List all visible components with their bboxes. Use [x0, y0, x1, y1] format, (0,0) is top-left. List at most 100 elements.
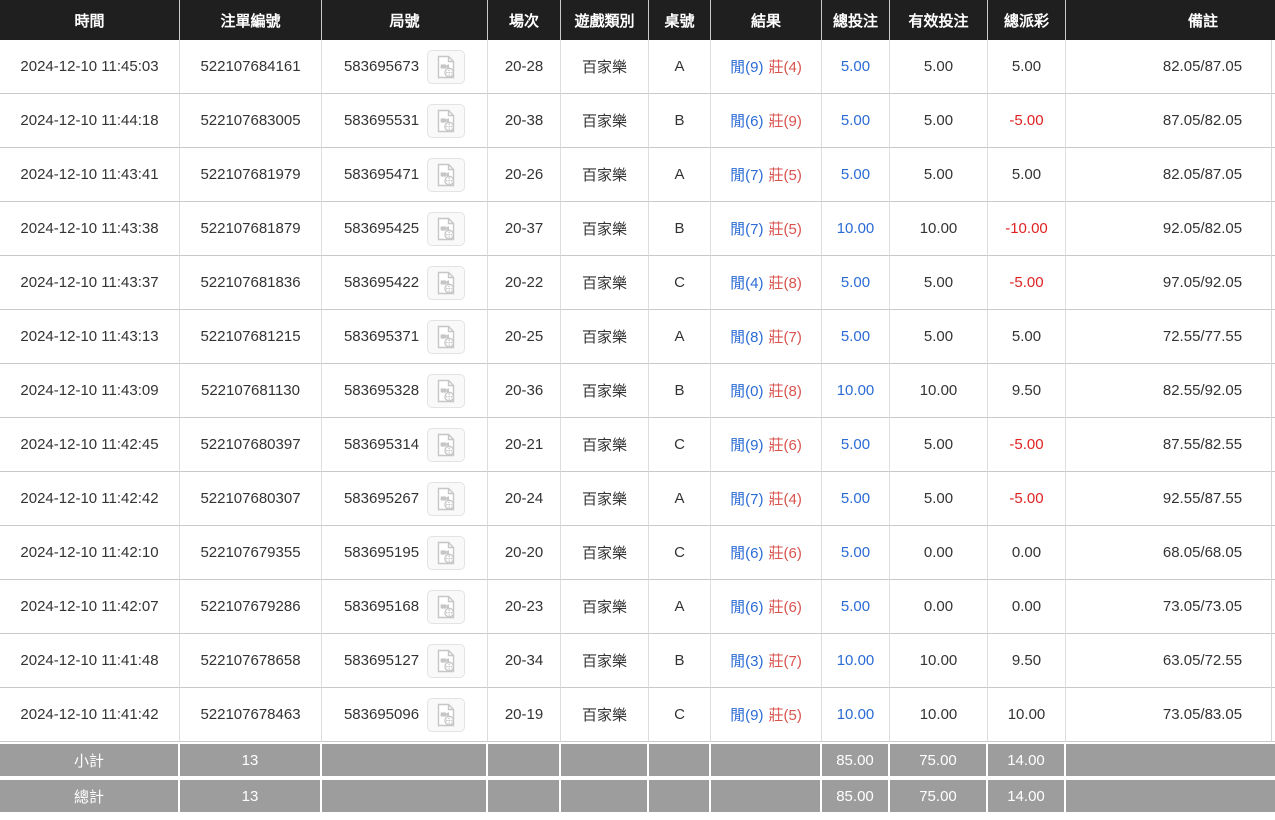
- subtotal-valid-bet: 75.00: [890, 742, 988, 776]
- cell-total-payout: 5.00: [988, 148, 1066, 202]
- banker-result: 莊(6): [768, 437, 802, 454]
- cell-round-number: 583695425: [322, 202, 488, 256]
- cell-game-type: 百家樂: [561, 148, 649, 202]
- subtotal-payout: 14.00: [988, 742, 1066, 776]
- banker-result: 莊(5): [768, 707, 802, 724]
- total-empty-cell: [561, 776, 649, 812]
- bet-record-row: 2024-12-10 11:43:41 522107681979 5836954…: [0, 148, 1275, 202]
- cell-remark: 73.05/73.05: [1066, 580, 1275, 634]
- total-valid-bet: 75.00: [890, 776, 988, 812]
- player-result: 閒(7): [730, 221, 764, 238]
- cell-bet-number: 522107681215: [180, 310, 322, 364]
- bet-record-row: 2024-12-10 11:43:13 522107681215 5836953…: [0, 310, 1275, 364]
- video-replay-icon: [437, 649, 455, 672]
- cell-valid-bet: 5.00: [890, 148, 988, 202]
- cell-table-number: C: [649, 256, 711, 310]
- cell-valid-bet: 10.00: [890, 688, 988, 742]
- cell-bet-number: 522107681879: [180, 202, 322, 256]
- video-replay-icon: [437, 163, 455, 186]
- banker-result: 莊(5): [768, 221, 802, 238]
- cell-time: 2024-12-10 11:44:18: [0, 94, 180, 148]
- cell-table-number: A: [649, 310, 711, 364]
- cell-bet-number: 522107678658: [180, 634, 322, 688]
- round-number-text: 583695425: [343, 220, 420, 237]
- video-replay-button[interactable]: [427, 49, 466, 84]
- col-header-round-number: 局號: [322, 0, 488, 40]
- video-replay-button[interactable]: [427, 265, 466, 300]
- cell-result: 閒(4) 莊(8): [711, 256, 822, 310]
- cell-result: 閒(9) 莊(4): [711, 40, 822, 94]
- cell-game-type: 百家樂: [561, 310, 649, 364]
- video-replay-icon: [437, 487, 455, 510]
- video-replay-button[interactable]: [427, 103, 466, 138]
- total-row: 總計 13 85.00 75.00 14.00: [0, 776, 1275, 812]
- cell-session: 20-28: [488, 40, 561, 94]
- banker-result: 莊(4): [768, 491, 802, 508]
- cell-total-payout: 9.50: [988, 634, 1066, 688]
- video-replay-button[interactable]: [427, 211, 466, 246]
- video-replay-button[interactable]: [427, 481, 466, 516]
- cell-session: 20-36: [488, 364, 561, 418]
- banker-result: 莊(8): [768, 275, 802, 292]
- cell-round-number: 583695371: [322, 310, 488, 364]
- subtotal-empty-cell: [322, 742, 488, 776]
- cell-round-number: 583695328: [322, 364, 488, 418]
- cell-session: 20-38: [488, 94, 561, 148]
- cell-total-bet: 5.00: [822, 472, 890, 526]
- cell-session: 20-34: [488, 634, 561, 688]
- table-footer: 小計 13 85.00 75.00 14.00 總計 13 8: [0, 742, 1275, 812]
- video-replay-button[interactable]: [427, 589, 466, 624]
- video-replay-button[interactable]: [427, 535, 466, 570]
- video-replay-button[interactable]: [427, 157, 466, 192]
- cell-game-type: 百家樂: [561, 688, 649, 742]
- round-number-text: 583695328: [343, 382, 420, 399]
- cell-total-payout: -5.00: [988, 256, 1066, 310]
- cell-bet-number: 522107679355: [180, 526, 322, 580]
- subtotal-row: 小計 13 85.00 75.00 14.00: [0, 742, 1275, 776]
- col-header-session: 場次: [488, 0, 561, 40]
- table-right-edge-divider: [1271, 40, 1272, 742]
- round-number-text: 583695471: [343, 166, 420, 183]
- bet-record-row: 2024-12-10 11:43:37 522107681836 5836954…: [0, 256, 1275, 310]
- video-replay-button[interactable]: [427, 643, 466, 678]
- video-replay-button[interactable]: [427, 697, 466, 732]
- video-replay-icon: [437, 217, 455, 240]
- cell-table-number: A: [649, 148, 711, 202]
- cell-bet-number: 522107684161: [180, 40, 322, 94]
- round-number-text: 583695096: [343, 706, 420, 723]
- round-number-text: 583695314: [343, 436, 420, 453]
- cell-valid-bet: 10.00: [890, 202, 988, 256]
- total-label: 總計: [0, 776, 180, 812]
- cell-result: 閒(7) 莊(5): [711, 202, 822, 256]
- cell-valid-bet: 10.00: [890, 634, 988, 688]
- player-result: 閒(0): [730, 383, 764, 400]
- video-replay-button[interactable]: [427, 319, 466, 354]
- cell-valid-bet: 5.00: [890, 418, 988, 472]
- cell-result: 閒(6) 莊(6): [711, 580, 822, 634]
- cell-session: 20-26: [488, 148, 561, 202]
- col-header-table-number: 桌號: [649, 0, 711, 40]
- subtotal-count: 13: [180, 742, 322, 776]
- cell-table-number: B: [649, 364, 711, 418]
- header-row: 時間 注單編號 局號 場次 遊戲類別 桌號 結果 總投注 有效投注 總派彩 備註: [0, 0, 1275, 40]
- cell-table-number: B: [649, 94, 711, 148]
- player-result: 閒(9): [730, 437, 764, 454]
- video-replay-button[interactable]: [427, 373, 466, 408]
- cell-result: 閒(9) 莊(6): [711, 418, 822, 472]
- cell-table-number: C: [649, 418, 711, 472]
- cell-time: 2024-12-10 11:41:48: [0, 634, 180, 688]
- cell-valid-bet: 0.00: [890, 526, 988, 580]
- cell-session: 20-19: [488, 688, 561, 742]
- cell-time: 2024-12-10 11:42:42: [0, 472, 180, 526]
- cell-round-number: 583695471: [322, 148, 488, 202]
- cell-total-payout: 0.00: [988, 580, 1066, 634]
- cell-round-number: 583695422: [322, 256, 488, 310]
- video-replay-button[interactable]: [427, 427, 466, 462]
- cell-time: 2024-12-10 11:42:07: [0, 580, 180, 634]
- total-count: 13: [180, 776, 322, 812]
- cell-total-bet: 10.00: [822, 202, 890, 256]
- cell-round-number: 583695314: [322, 418, 488, 472]
- cell-game-type: 百家樂: [561, 202, 649, 256]
